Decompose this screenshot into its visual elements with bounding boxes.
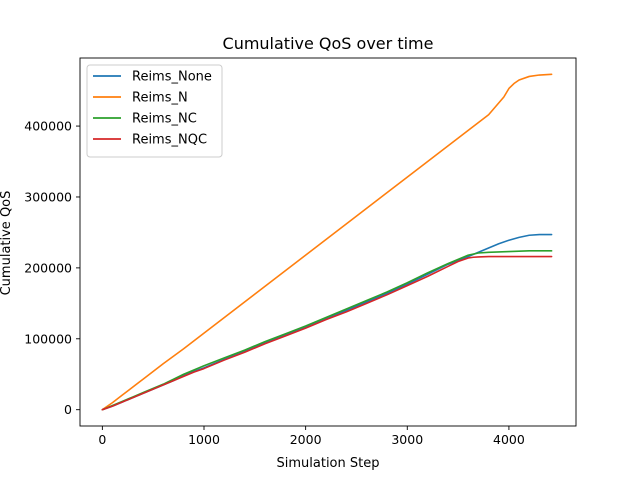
y-tick-label: 200000	[24, 260, 72, 275]
x-tick-label: 1000	[188, 432, 220, 447]
legend-label: Reims_None	[132, 70, 212, 85]
x-tick-label: 3000	[391, 432, 423, 447]
x-tick-label: 2000	[290, 432, 322, 447]
x-axis-label: Simulation Step	[277, 456, 380, 471]
y-tick-label: 400000	[24, 119, 72, 134]
legend-box	[86, 64, 223, 158]
y-tick-label: 300000	[24, 189, 72, 204]
series-line-reims-n	[101, 73, 553, 411]
y-tick-label: 100000	[24, 331, 72, 346]
y-axis-label: Cumulative QoS	[0, 191, 14, 296]
series-lines	[101, 73, 553, 411]
y-tick-label: 0	[64, 402, 72, 417]
x-tick-label: 4000	[493, 432, 525, 447]
chart-title: Cumulative QoS over time	[223, 34, 434, 53]
axes	[79, 57, 577, 427]
legend-label: Reims_NQC	[132, 133, 207, 148]
legend-label: Reims_NC	[132, 112, 197, 127]
ticks: 0 1000 2000 3000 4000 0 100000 200000 300000 4000…	[24, 119, 525, 447]
legend-label: Reims_N	[132, 91, 188, 106]
x-tick-label: 0	[98, 432, 106, 447]
legend: Reims_None Reims_N Reims_NC Reims_NQC	[86, 64, 223, 158]
axes-frame	[79, 57, 577, 427]
series-line-reims-nqc	[101, 255, 553, 411]
